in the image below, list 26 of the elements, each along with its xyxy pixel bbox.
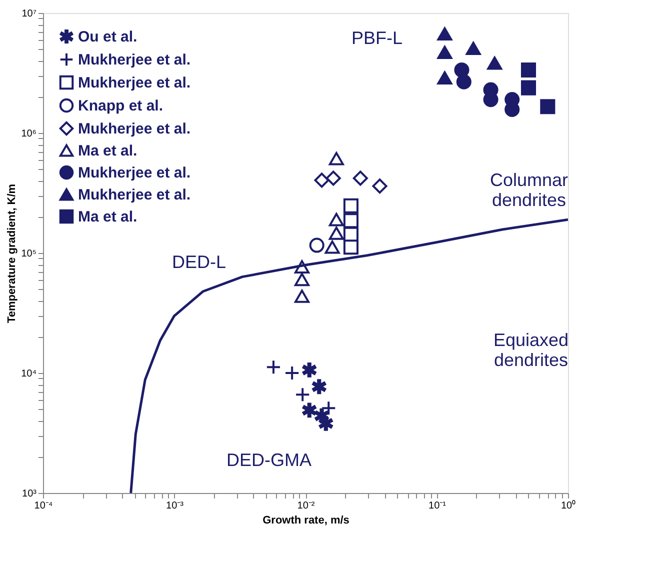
annotation: DED-GMA	[226, 450, 312, 470]
y-tick-label: 10⁶	[21, 128, 36, 140]
x-axis-title: Growth rate, m/s	[262, 514, 350, 526]
x-tick-label: 10⁻³	[166, 500, 184, 512]
annotation: Columnar dendrites	[490, 170, 568, 210]
legend-label: Ma et al.	[78, 142, 138, 160]
annotation: Equiaxed dendrites	[493, 330, 569, 370]
legend-label: Mukherjee et al.	[78, 74, 191, 92]
legend-label: Ou et al.	[78, 28, 138, 46]
x-tick-label: 10⁻⁴	[34, 500, 53, 512]
legend-label: Mukherjee et al.	[78, 52, 191, 68]
legend-label: Mukherjee et al.	[78, 164, 191, 182]
legend-label: Mukherjee et al.	[78, 186, 191, 204]
legend-label: Mukherjee et al.	[78, 120, 191, 138]
y-tick-label: 10³	[22, 488, 38, 500]
x-tick-label: 10⁰	[560, 500, 576, 512]
y-axis-title: Temperature gradient, K/m	[6, 184, 18, 324]
annotation: DED-L	[172, 252, 226, 272]
x-tick-label: 10⁻¹	[428, 500, 447, 512]
annotation: PBF-L	[351, 28, 403, 48]
y-tick-label: 10⁴	[21, 368, 36, 380]
legend-label: Ma et al.	[78, 208, 138, 226]
y-tick-label: 10⁵	[21, 248, 36, 260]
legend-label: Knapp et al.	[78, 98, 164, 114]
x-tick-label: 10⁻²	[297, 500, 316, 512]
y-tick-label: 10⁷	[22, 8, 37, 20]
